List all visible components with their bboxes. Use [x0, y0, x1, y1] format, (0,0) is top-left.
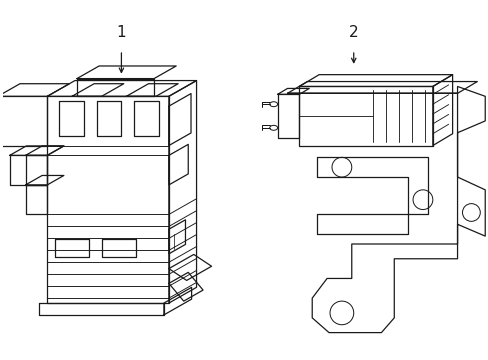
Text: 1: 1 — [116, 25, 126, 40]
Text: 2: 2 — [348, 25, 358, 40]
